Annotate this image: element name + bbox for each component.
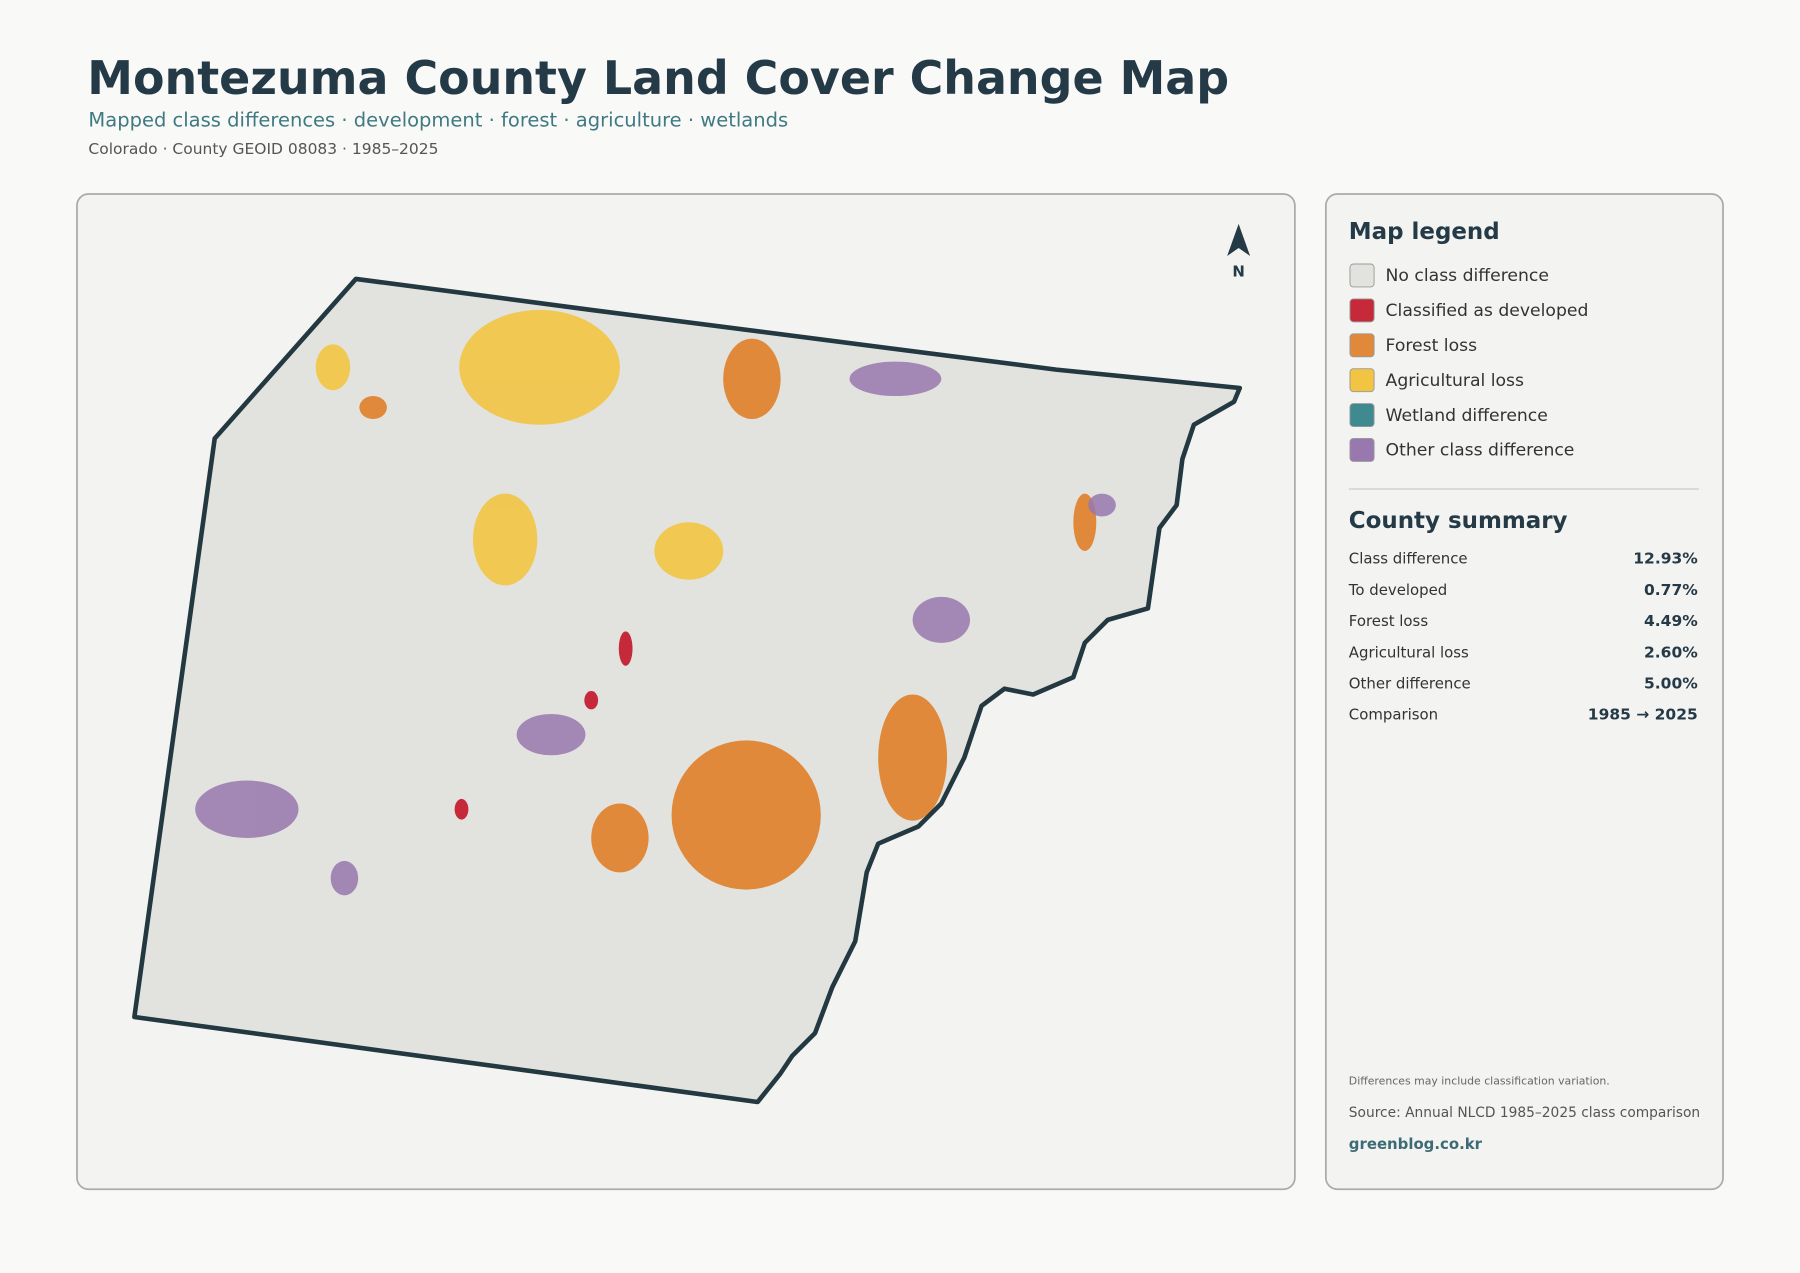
- title: Montezuma County Land Cover Change Map: [87, 51, 1229, 105]
- meta: Colorado · County GEOID 08083 · 1985–202…: [88, 140, 438, 158]
- legend-label: Classified as developed: [1386, 301, 1589, 321]
- forest-patches: [359, 338, 1097, 890]
- legend-label: Wetland difference: [1386, 406, 1548, 426]
- summary-label: Agricultural loss: [1349, 643, 1469, 661]
- legend-label: No class difference: [1386, 266, 1549, 286]
- summary-label: Other difference: [1349, 674, 1471, 692]
- developed-patches: [454, 631, 633, 820]
- summary-title: County summary: [1349, 508, 1568, 534]
- footer-site: greenblog.co.kr: [1349, 1135, 1483, 1153]
- summary-label: Comparison: [1349, 706, 1438, 724]
- other-patches: [195, 361, 1116, 896]
- subtitle: Mapped class differences · development ·…: [88, 108, 788, 131]
- summary-label: Forest loss: [1349, 612, 1429, 630]
- footer-note: Differences may include classification v…: [1349, 1075, 1610, 1088]
- summary-value: 1985 → 2025: [1588, 706, 1698, 724]
- summary-value: 4.49%: [1644, 612, 1698, 630]
- legend-label: Agricultural loss: [1386, 371, 1524, 391]
- ag-patches: [315, 309, 724, 586]
- summary-value: 12.93%: [1633, 550, 1698, 568]
- north-arrow: [1227, 223, 1251, 256]
- legend-swatch: [1349, 298, 1375, 323]
- legend-swatch: [1349, 333, 1375, 358]
- legend-swatch: [1349, 368, 1375, 393]
- summary-label: To developed: [1348, 581, 1447, 599]
- legend-swatch: [1349, 263, 1375, 288]
- legend-swatch: [1349, 438, 1375, 462]
- summary-value: 5.00%: [1644, 674, 1698, 692]
- summary-label: Class difference: [1349, 550, 1468, 568]
- legend-title: Map legend: [1349, 219, 1500, 245]
- legend-panel: [1325, 193, 1724, 1191]
- legend-swatch: [1349, 403, 1375, 428]
- legend-items: No class difference Classified as develop…: [1349, 263, 1589, 462]
- summary-value: 2.60%: [1644, 643, 1698, 661]
- footer-source: Source: Annual NLCD 1985–2025 class comp…: [1349, 1105, 1700, 1121]
- summary-rows: Class difference 12.93% To developed 0.77% F…: [1348, 550, 1698, 724]
- north-label: N: [1232, 263, 1244, 281]
- legend-label: Forest loss: [1386, 336, 1478, 356]
- legend-label: Other class difference: [1386, 441, 1575, 461]
- summary-value: 0.77%: [1644, 581, 1698, 599]
